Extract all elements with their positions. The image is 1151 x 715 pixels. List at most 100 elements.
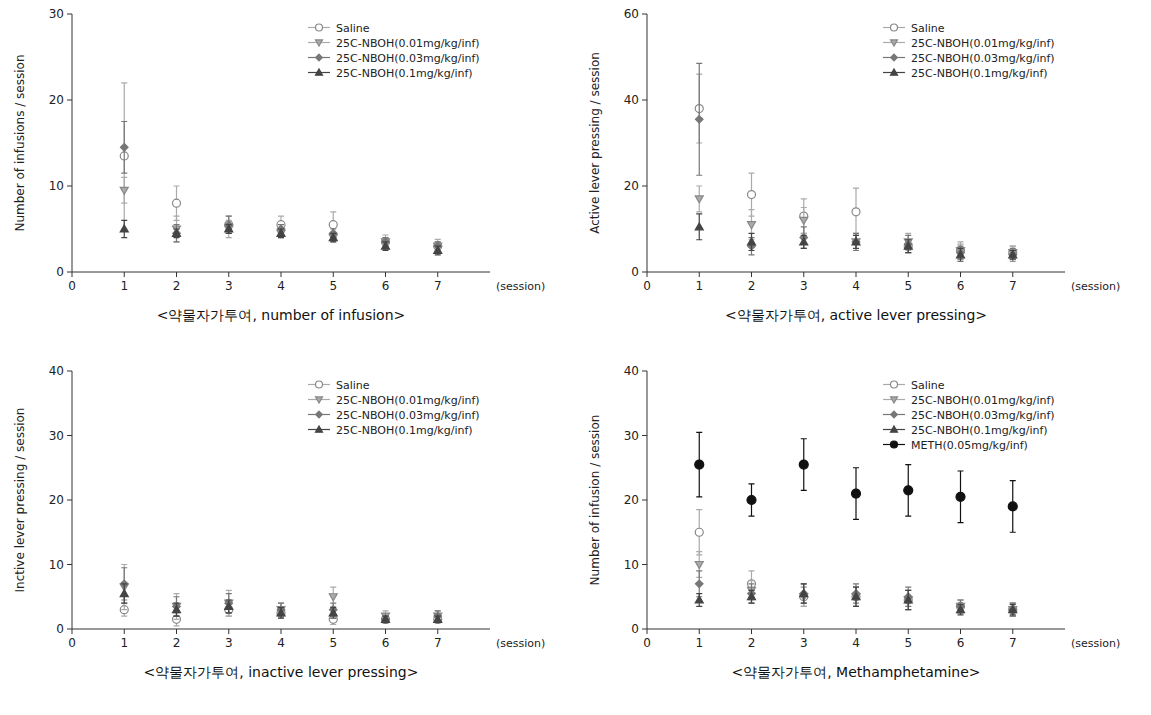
error-bar xyxy=(226,600,232,613)
x-tick xyxy=(699,629,700,634)
x-tick xyxy=(699,272,700,277)
legend-label: 25C-NBOH(0.03mg/kg/inf) xyxy=(336,52,480,65)
error-bar xyxy=(121,565,127,610)
point xyxy=(852,593,860,600)
x-tick xyxy=(960,272,961,277)
y-tick-label: 40 xyxy=(624,93,639,107)
legend-item: 25C-NBOH(0.1mg/kg/inf) xyxy=(883,424,1048,437)
y-tick-label: 30 xyxy=(49,7,64,21)
x-tick-label: 4 xyxy=(277,636,285,650)
x-axis-label: (session) xyxy=(1071,280,1120,293)
x-tick-label: 6 xyxy=(957,279,965,293)
plot-marks xyxy=(120,565,442,626)
x-tick xyxy=(647,629,648,634)
legend: Saline25C-NBOH(0.01mg/kg/inf)25C-NBOH(0.… xyxy=(883,379,1055,452)
error-bar xyxy=(801,584,807,603)
legend-swatch-marker xyxy=(316,397,323,403)
point xyxy=(120,144,128,152)
point xyxy=(277,609,285,616)
point xyxy=(800,238,808,245)
x-tick-label: 6 xyxy=(957,636,965,650)
point xyxy=(695,196,703,203)
error-bar xyxy=(226,225,232,234)
series xyxy=(120,565,442,622)
y-tick xyxy=(642,186,647,187)
x-tick-label: 2 xyxy=(748,636,756,650)
point xyxy=(1008,502,1017,511)
x-tick-label: 6 xyxy=(382,279,390,293)
legend-label: 25C-NBOH(0.1mg/kg/inf) xyxy=(336,424,473,437)
x-tick-label: 4 xyxy=(277,279,285,293)
legend-label: 25C-NBOH(0.03mg/kg/inf) xyxy=(336,409,480,422)
x-tick-label: 5 xyxy=(904,279,912,293)
error-bar xyxy=(696,594,702,607)
legend-item: 25C-NBOH(0.1mg/kg/inf) xyxy=(883,67,1048,80)
point xyxy=(329,221,337,229)
y-tick xyxy=(67,186,72,187)
x-tick xyxy=(856,629,857,634)
legend-label: 25C-NBOH(0.01mg/kg/inf) xyxy=(336,37,480,50)
error-bar xyxy=(905,590,911,609)
error-bar xyxy=(174,186,180,220)
point xyxy=(382,615,390,623)
x-tick xyxy=(803,272,804,277)
legend-swatch-marker xyxy=(316,54,323,61)
x-tick xyxy=(960,629,961,634)
error-bar xyxy=(174,594,180,620)
y-tick xyxy=(67,100,72,101)
point xyxy=(800,217,808,224)
series xyxy=(695,186,1017,259)
series xyxy=(120,603,442,626)
plot-marks xyxy=(120,83,442,255)
x-tick xyxy=(228,272,229,277)
legend-item: 25C-NBOH(0.03mg/kg/inf) xyxy=(883,52,1055,65)
x-tick-label: 2 xyxy=(173,636,181,650)
legend-label: 25C-NBOH(0.1mg/kg/inf) xyxy=(911,67,1048,80)
legend-label: 25C-NBOH(0.1mg/kg/inf) xyxy=(336,67,473,80)
point xyxy=(904,242,912,249)
error-bar xyxy=(121,220,127,237)
point xyxy=(277,230,285,237)
point xyxy=(120,187,128,194)
error-bar xyxy=(696,186,702,212)
y-tick xyxy=(67,629,72,630)
y-tick xyxy=(642,500,647,501)
panel-title: <약물자가투여, Methamphetamine> xyxy=(731,664,980,680)
series xyxy=(695,552,1017,617)
legend-swatch-marker xyxy=(891,69,898,75)
y-tick xyxy=(67,500,72,501)
x-tick xyxy=(333,272,334,277)
panel: 01020304001234567Number of infusion / se… xyxy=(588,364,1120,680)
error-bar xyxy=(226,216,232,233)
legend-swatch-marker xyxy=(891,40,898,46)
panel-title: <약물자가투여, number of infusion> xyxy=(157,307,406,323)
y-axis-label: Inctive lever pressing / session xyxy=(13,408,27,593)
point xyxy=(1009,251,1017,258)
y-tick xyxy=(67,371,72,372)
error-bar xyxy=(435,616,441,622)
x-tick xyxy=(751,272,752,277)
legend-swatch-marker xyxy=(316,69,323,75)
y-tick xyxy=(642,272,647,273)
x-tick-label: 7 xyxy=(434,279,442,293)
x-tick xyxy=(908,629,909,634)
point xyxy=(852,208,860,216)
point xyxy=(695,460,704,469)
point xyxy=(695,116,703,124)
y-tick xyxy=(67,14,72,15)
series xyxy=(120,177,442,250)
error-bar xyxy=(853,188,859,235)
error-bar xyxy=(121,584,127,603)
y-tick xyxy=(67,564,72,565)
error-bar xyxy=(958,604,964,614)
point xyxy=(1009,606,1017,614)
x-tick-label: 7 xyxy=(1009,279,1017,293)
y-tick-label: 20 xyxy=(624,179,639,193)
legend-item: Saline xyxy=(883,22,945,35)
x-tick xyxy=(1012,629,1013,634)
x-tick-label: 1 xyxy=(695,279,703,293)
x-tick-label: 5 xyxy=(329,636,337,650)
legend-label: 25C-NBOH(0.1mg/kg/inf) xyxy=(911,424,1048,437)
y-tick-label: 0 xyxy=(56,622,64,636)
x-tick-label: 2 xyxy=(173,279,181,293)
